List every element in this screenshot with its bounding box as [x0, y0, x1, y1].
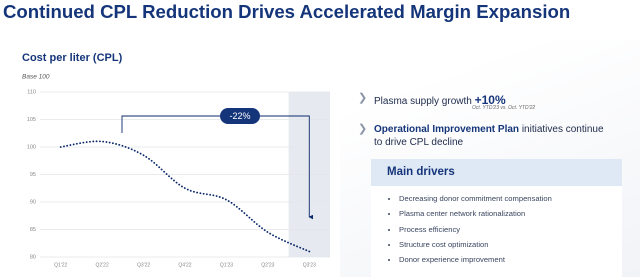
bracket: [121, 115, 314, 220]
x-tick-label: Q4'22: [178, 262, 191, 268]
drivers-list: Decreasing donor commitment compensation…: [371, 194, 622, 270]
drivers-box: Main drivers Decreasing donor commitment…: [371, 159, 622, 277]
bullet-text: Plasma supply growth +10%: [374, 93, 506, 107]
chevron: ❯: [358, 92, 368, 104]
driver-item: Process efficiency: [399, 225, 622, 240]
bullet-text: initiatives continue to drive CPL declin…: [374, 124, 604, 148]
slide-title: Continued CPL Reduction Drives Accelerat…: [3, 1, 571, 22]
driver-item: Decreasing donor commitment compensation: [399, 194, 622, 209]
y-tick-label: 100: [27, 144, 36, 150]
driver-item: Donor experience improvement: [399, 255, 622, 270]
cpl-line: [59, 140, 311, 253]
footnote: Oct. YTD'23 vs. Oct. YTD'22: [472, 105, 536, 111]
x-tick-label: Q2'23: [261, 262, 274, 268]
y-tick-label: 80: [30, 254, 36, 260]
annotation: -22%: [229, 111, 250, 121]
y-tick-label: 85: [30, 227, 36, 233]
chart-title: Cost per liter (CPL): [22, 52, 123, 64]
x-tick-label: Q3'22: [137, 262, 150, 268]
driver-item: Structure cost optimization: [399, 240, 622, 255]
bullet-text: Plasma supply growth: [374, 96, 472, 107]
annotation-pill: [220, 108, 260, 124]
chart: Cost per liter (CPL) Base 100 80 85 90 95 10…: [22, 52, 330, 268]
bullet-bold: Operational Improvement Plan: [374, 124, 520, 135]
bullet-highlight: +10%: [474, 93, 506, 107]
y-tick-label: 110: [27, 89, 36, 95]
y-tick-label: 105: [27, 117, 36, 123]
driver-item: Plasma center network rationalization: [399, 209, 622, 224]
x-tick-label: Q1'22: [54, 262, 67, 268]
x-tick-label: Q1'23: [220, 262, 233, 268]
chevron: ❯: [358, 123, 368, 135]
y-tick-label: 90: [30, 199, 36, 205]
y-tick-label: 95: [30, 172, 36, 178]
bullet-text: Operational Improvement Plan initiatives…: [374, 123, 614, 149]
x-tick-label: Q3'23: [303, 262, 316, 268]
x-tick-label: Q2'22: [96, 262, 109, 268]
drivers-title: Main drivers: [371, 159, 622, 186]
chart-subtitle: Base 100: [22, 74, 50, 81]
